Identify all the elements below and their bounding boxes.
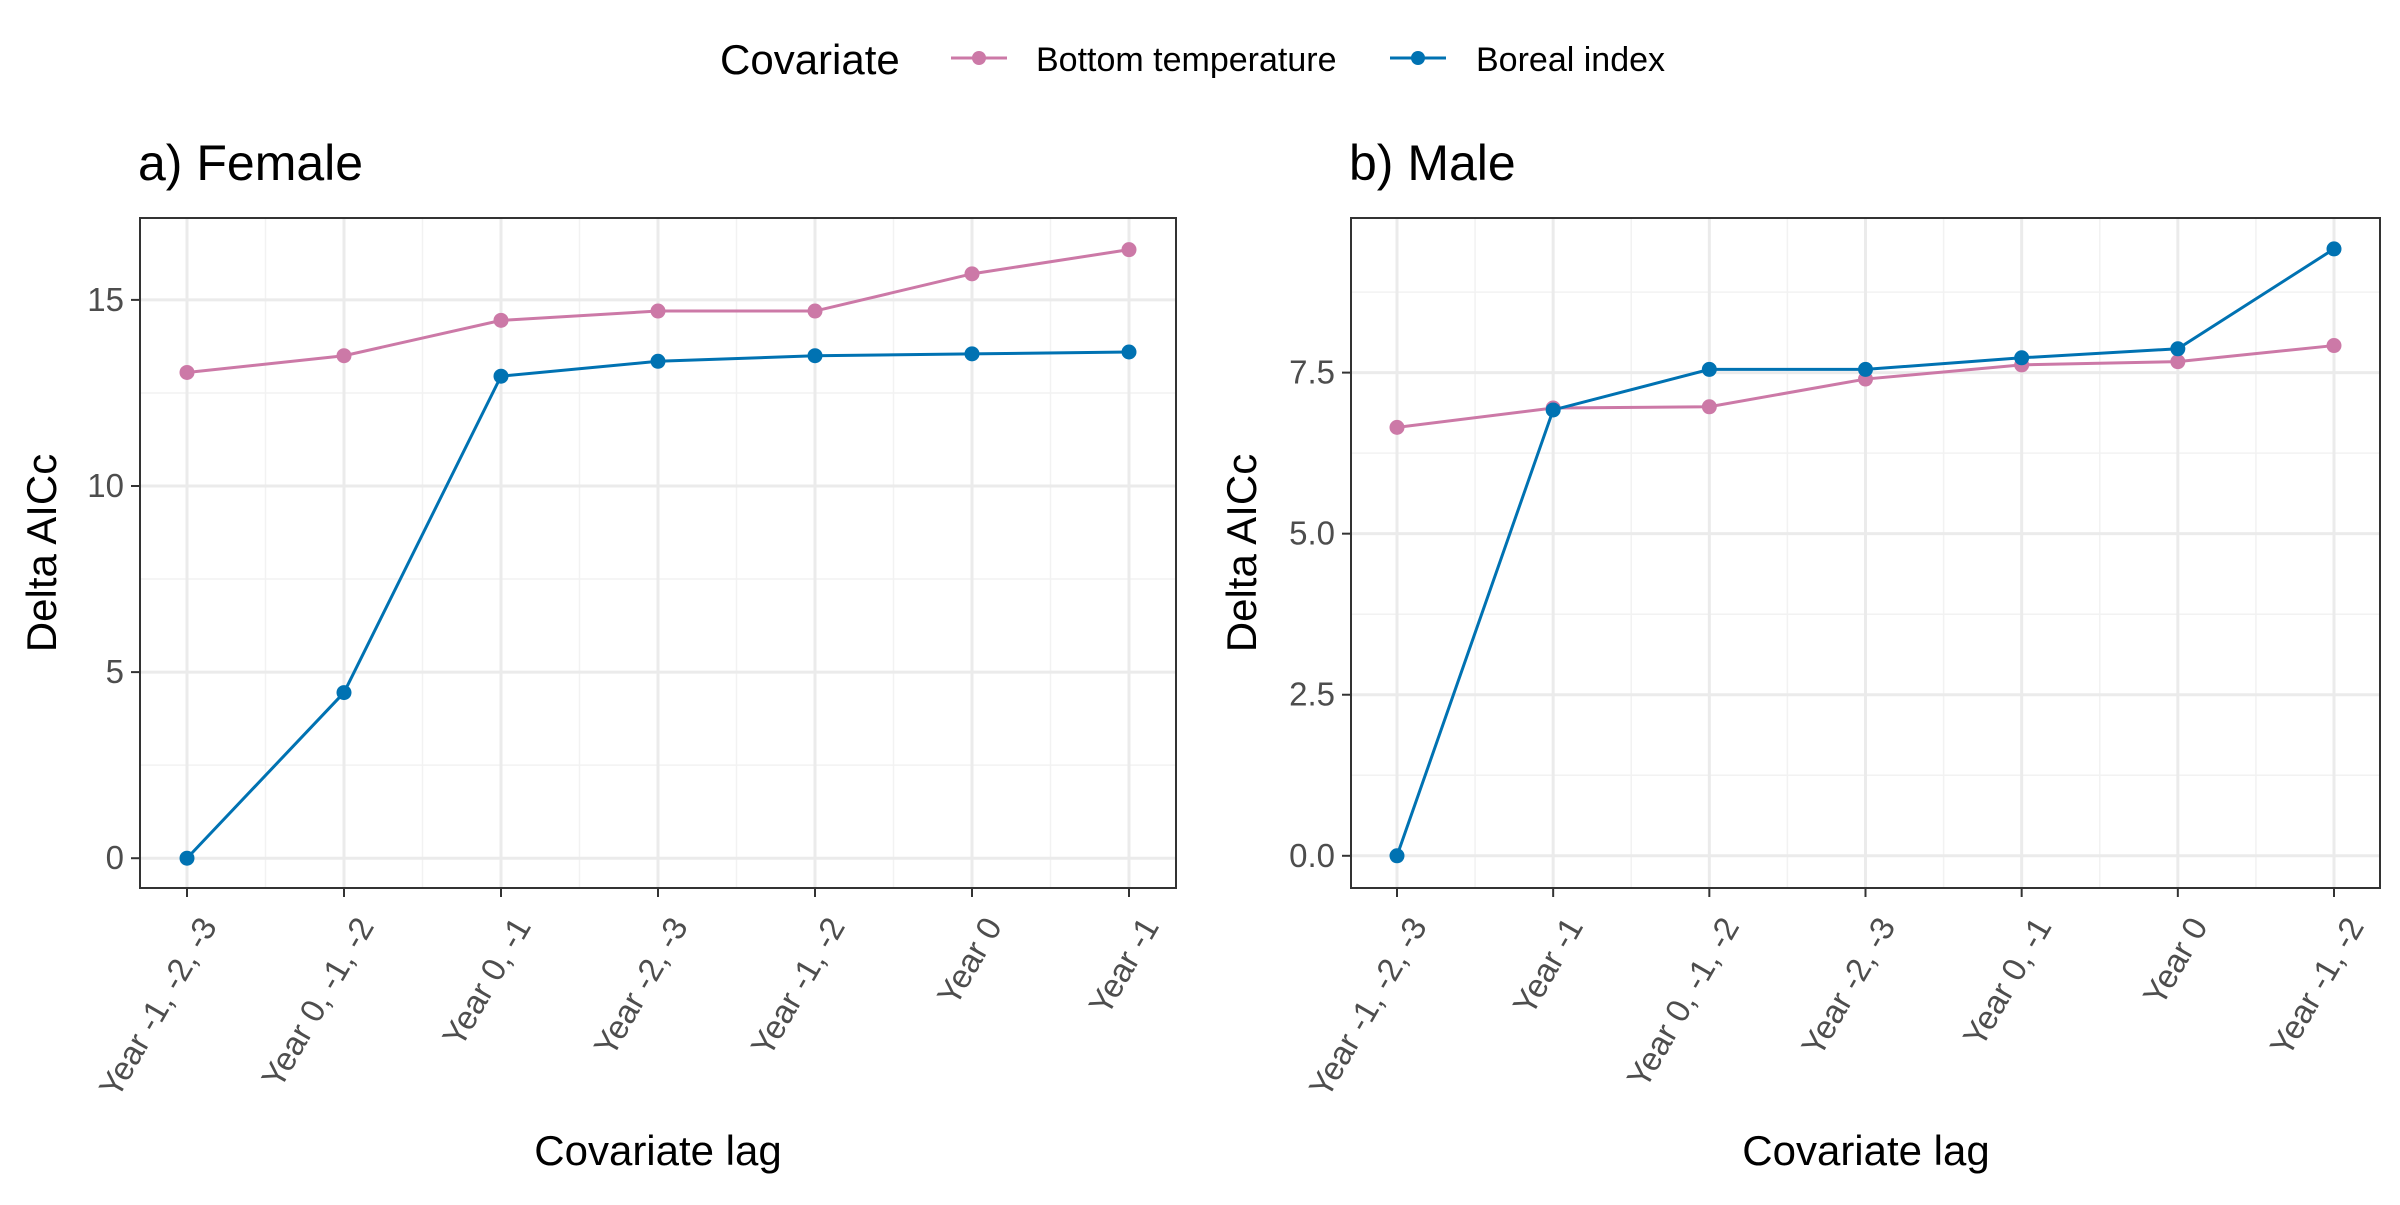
x-tick-label: Year 0, -1, -2 — [254, 911, 381, 1094]
x-tick-label: Year -2, -3 — [586, 911, 694, 1062]
data-point-boreal-index — [1121, 344, 1137, 360]
x-tick-label: Year -1 — [1505, 911, 1590, 1021]
y-tick-label: 0 — [106, 839, 124, 876]
data-point-bottom-temperature — [1121, 242, 1137, 258]
data-point-boreal-index — [336, 685, 352, 701]
data-point-bottom-temperature — [964, 266, 980, 282]
x-tick-label: Year -2, -3 — [1794, 911, 1902, 1062]
legend-label-boreal-index: Boreal index — [1476, 41, 1665, 79]
data-point-bottom-temperature — [493, 312, 509, 328]
y-tick-label: 10 — [87, 467, 124, 504]
data-point-bottom-temperature — [650, 303, 666, 319]
data-point-boreal-index — [807, 348, 823, 364]
data-point-bottom-temperature — [179, 364, 195, 380]
legend-label-bottom-temperature: Bottom temperature — [1036, 41, 1336, 79]
x-tick-label: Year -1 — [1081, 911, 1166, 1021]
data-point-bottom-temperature — [1701, 399, 1717, 415]
data-point-boreal-index — [493, 368, 509, 384]
y-tick-label: 15 — [87, 281, 124, 318]
legend-item-boreal-index: Boreal index — [1390, 41, 1665, 79]
x-tick-label: Year 0 — [930, 911, 1009, 1011]
data-point-boreal-index — [1701, 361, 1717, 377]
x-axis-title-female: Covariate lag — [534, 1127, 781, 1174]
y-tick-label: 2.5 — [1289, 676, 1335, 713]
data-point-bottom-temperature — [336, 348, 352, 364]
x-axis-title-male: Covariate lag — [1742, 1127, 1989, 1174]
data-point-bottom-temperature — [807, 303, 823, 319]
data-point-bottom-temperature — [1389, 419, 1405, 435]
x-tick-label: Year -1, -2, -3 — [1302, 911, 1434, 1103]
legend-title: Covariate — [720, 36, 900, 83]
y-tick-label: 5 — [106, 653, 124, 690]
data-point-boreal-index — [2170, 341, 2186, 357]
panel-title-male: b) Male — [1349, 135, 1516, 191]
panel-male: b) Male 0.0 2.5 5.0 7.5 Year -1, -2, -3 Year … — [1218, 135, 2381, 1174]
y-tick-label: 7.5 — [1289, 354, 1335, 391]
x-tick-label: Year 0, -1 — [435, 911, 538, 1052]
data-point-boreal-index — [1389, 848, 1405, 864]
panel-title-female: a) Female — [138, 135, 363, 191]
data-point-boreal-index — [2014, 350, 2030, 366]
data-point-boreal-index — [2326, 241, 2342, 257]
data-point-boreal-index — [1858, 361, 1873, 377]
data-point-boreal-index — [650, 353, 666, 369]
x-tick-label: Year -1, -2 — [2262, 911, 2370, 1062]
y-tick-label: 5.0 — [1289, 515, 1335, 552]
data-point-bottom-temperature — [2326, 338, 2342, 354]
data-point-boreal-index — [964, 346, 980, 362]
y-axis-title-female: Delta AICc — [18, 454, 65, 652]
data-point-boreal-index — [1545, 402, 1561, 418]
x-tick-label: Year -1, -2 — [743, 911, 851, 1062]
data-point-bottom-temperature — [2170, 354, 2186, 370]
legend-key-point-bottom-temperature — [972, 51, 986, 65]
x-tick-label: Year 0, -1, -2 — [1619, 911, 1746, 1094]
data-point-boreal-index — [179, 850, 195, 866]
y-tick-label: 0.0 — [1289, 837, 1335, 874]
legend-key-point-boreal-index — [1411, 51, 1425, 65]
legend-item-bottom-temperature: Bottom temperature — [951, 41, 1336, 79]
legend: Covariate Bottom temperature Boreal inde… — [720, 36, 1665, 83]
y-axis-title-male: Delta AICc — [1218, 454, 1265, 652]
x-tick-label: Year -1, -2, -3 — [92, 911, 224, 1103]
x-tick-label: Year 0 — [2136, 911, 2215, 1011]
x-tick-label: Year 0, -1 — [1956, 911, 2059, 1052]
